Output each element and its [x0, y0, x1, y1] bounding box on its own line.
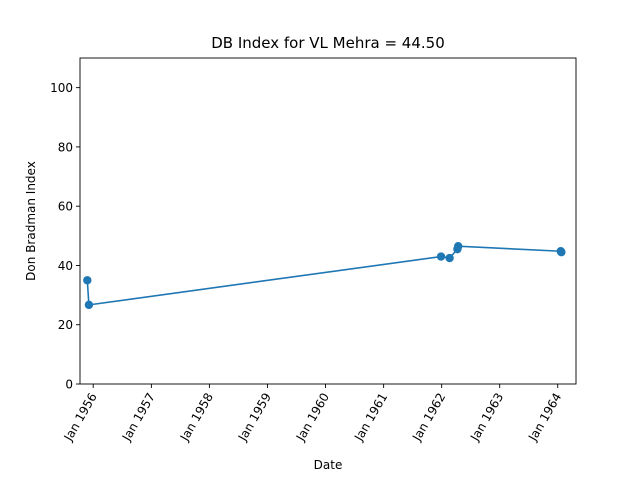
x-tick-label: Jan 1964 [525, 391, 564, 445]
series-line [86, 245, 563, 306]
y-tick-label: 100 [50, 81, 73, 95]
x-tick-label: Jan 1961 [351, 391, 390, 445]
data-point [454, 241, 463, 251]
y-tick-label: 20 [58, 318, 73, 332]
data-point [84, 300, 94, 310]
x-tick-label: Jan 1962 [409, 391, 448, 445]
x-axis-label: Date [314, 458, 343, 472]
x-tick-label: Jan 1958 [177, 391, 216, 445]
y-axis-label: Don Bradman Index [24, 161, 38, 281]
plot-area: 0 20 40 60 80 100 Jan 1956 Jan 1957 Jan 1958 Jan … [50, 57, 577, 445]
x-tick-label: Jan 1957 [119, 391, 158, 445]
x-tick-label: Jan 1963 [467, 391, 506, 445]
y-tick-label: 0 [65, 378, 73, 392]
data-point [83, 276, 92, 285]
data-point [445, 253, 454, 263]
chart-title: DB Index for VL Mehra = 44.50 [211, 34, 445, 52]
x-tick-label: Jan 1959 [235, 391, 274, 445]
y-tick-label: 40 [58, 259, 73, 273]
plot-frame [79, 57, 577, 385]
data-point [436, 252, 446, 261]
x-tick-label: Jan 1960 [293, 391, 332, 445]
y-tick-label: 80 [58, 140, 73, 154]
data-point [557, 247, 566, 257]
x-tick-label: Jan 1956 [61, 391, 100, 445]
y-tick-label: 60 [58, 200, 73, 214]
